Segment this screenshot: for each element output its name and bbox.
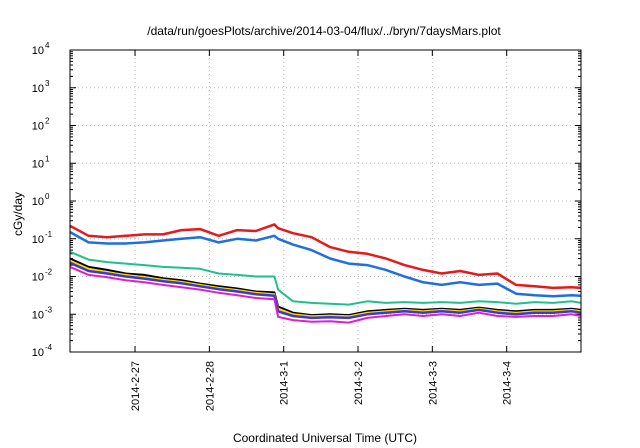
y-tick-label: 10	[32, 347, 44, 359]
y-tick-label-base: 10	[32, 196, 44, 208]
y-tick-label-base: 10	[32, 158, 44, 170]
x-tick-label: 2014-3-1	[279, 361, 291, 405]
y-tick-label-exponent: -1	[45, 230, 53, 239]
y-tick-label-exponent: -4	[45, 343, 53, 352]
x-tick-label: 2014-2-28	[204, 361, 216, 411]
y-tick-label: 10	[32, 309, 44, 321]
y-tick-label: 10	[32, 83, 44, 95]
y-tick-label: 10	[32, 196, 44, 208]
y-tick-label-exponent: 4	[45, 41, 50, 50]
series-line-7	[69, 265, 582, 324]
x-tick-label: 2014-3-3	[427, 361, 439, 405]
y-tick-label-base: 10	[32, 347, 44, 359]
series-line-4	[69, 257, 582, 317]
y-tick-label-exponent: -2	[45, 268, 53, 277]
series-line-1	[69, 223, 582, 290]
y-tick-label-exponent: 2	[45, 117, 50, 126]
y-tick-label: 10	[32, 272, 44, 284]
series-line-3	[69, 250, 582, 306]
series-line-6	[69, 261, 582, 320]
y-tick-label-base: 10	[32, 272, 44, 284]
y-tick-label-base: 10	[32, 45, 44, 57]
y-tick-label-base: 10	[32, 121, 44, 133]
series-group	[69, 223, 582, 324]
series-line-5	[69, 259, 582, 318]
y-tick-label: 10	[32, 234, 44, 246]
plot-frame	[69, 49, 582, 353]
y-tick-label-base: 10	[32, 234, 44, 246]
y-tick-label: 10	[32, 45, 44, 57]
y-tick-label-exponent: -3	[45, 305, 53, 314]
series-line-2	[69, 231, 582, 298]
y-tick-label-base: 10	[32, 83, 44, 95]
x-axis-label: Coordinated Universal Time (UTC)	[233, 431, 417, 445]
x-tick-label: 2014-2-27	[130, 361, 142, 411]
y-tick-label-base: 10	[32, 309, 44, 321]
x-tick-label: 2014-3-2	[353, 361, 365, 405]
y-tick-label: 10	[32, 158, 44, 170]
chart-title: /data/run/goesPlots/archive/2014-03-04/f…	[147, 24, 501, 38]
y-tick-label: 10	[32, 121, 44, 133]
x-tick-label: 2014-3-4	[502, 361, 514, 405]
y-tick-label-exponent: 1	[45, 154, 50, 163]
y-tick-label-exponent: 3	[45, 79, 50, 88]
y-tick-label-exponent: 0	[45, 192, 50, 201]
grid	[70, 50, 581, 352]
y-axis-label: cGy/day	[11, 192, 25, 236]
